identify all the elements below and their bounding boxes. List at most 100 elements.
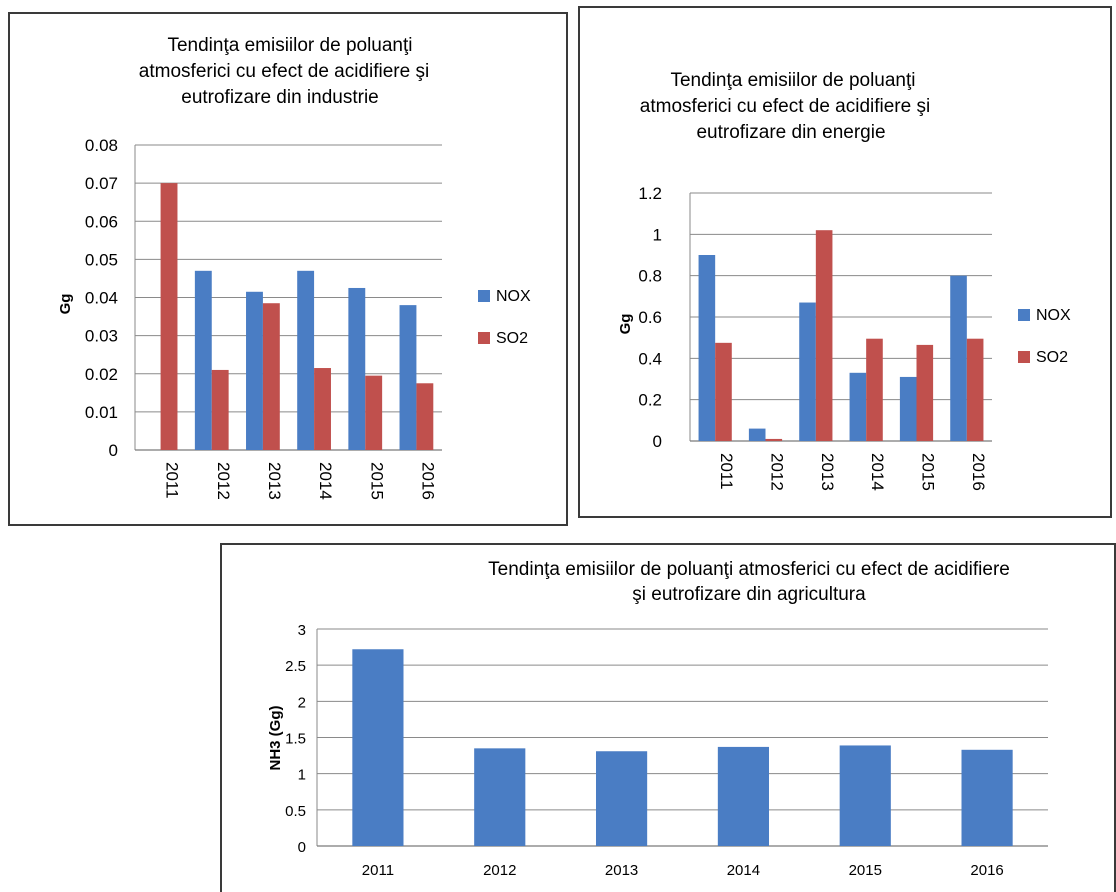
chart-title-line-1: Tendinţa emisiilor de poluanţi <box>670 70 915 91</box>
bar-nox-2011 <box>698 255 716 441</box>
bar-nox-2016 <box>950 275 967 441</box>
chart-title: Tendinţa emisiilor de poluanţi atmosferi… <box>640 70 930 143</box>
y-tick-label: 0 <box>653 432 662 451</box>
plot-area: 0 0.5 1 1.5 2 2.5 3 2011 2012 2013 2014 2015 2016 <box>285 622 1048 879</box>
y-tick-label: 0.5 <box>285 803 306 820</box>
x-tick-label: 2016 <box>418 462 437 500</box>
bar-so2-2013 <box>815 230 833 441</box>
y-tick-label: 3 <box>298 622 306 639</box>
x-tick-label: 2014 <box>727 862 760 879</box>
legend-label-nox: NOX <box>1036 307 1071 324</box>
x-tick-label: 2013 <box>818 453 837 491</box>
bar-nh3-2014 <box>717 746 770 846</box>
bar-so2-2016 <box>416 383 434 450</box>
bar-so2-2016 <box>966 338 984 441</box>
x-tick-label: 2011 <box>717 453 736 490</box>
bar-so2-2013 <box>262 303 280 450</box>
y-axis-label: Gg <box>617 314 634 335</box>
y-tick-label: 2.5 <box>285 658 306 675</box>
legend-swatch-so2 <box>478 332 490 344</box>
y-tick-label: 0.07 <box>85 174 118 193</box>
x-tick-label: 2012 <box>768 453 787 491</box>
bar-nh3-2015 <box>839 745 891 846</box>
chart-energie: Tendinţa emisiilor de poluanţi atmosferi… <box>617 70 1071 491</box>
bar-nox-2014 <box>297 270 315 450</box>
chart-title: Tendinţa emisiilor de poluanţi atmosferi… <box>139 35 429 108</box>
bar-nh3-2013 <box>595 751 648 846</box>
y-tick-label: 1 <box>298 767 306 784</box>
x-tick-label: 2014 <box>868 453 887 491</box>
chart-title-line-2: atmosferici cu efect de acidifiere şi <box>139 61 429 82</box>
chart-title-line-3: eutrofizare din industrie <box>181 87 379 108</box>
bar-nox-2013 <box>799 302 816 441</box>
chart-title-line-2: şi eutrofizare din agricultura <box>632 584 866 605</box>
y-tick-label: 1.5 <box>285 731 306 748</box>
y-tick-label: 1.2 <box>638 184 662 203</box>
bar-nh3-2016 <box>961 749 1013 846</box>
bar-so2-2014 <box>314 368 331 450</box>
legend-swatch-so2 <box>1018 351 1030 363</box>
bar-so2-2012 <box>765 438 783 441</box>
y-axis-label: NH3 (Gg) <box>267 706 284 771</box>
bar-nh3-2012 <box>474 748 526 846</box>
chart-panel-energie: Tendinţa emisiilor de poluanţi atmosferi… <box>578 6 1112 518</box>
bar-nox-2015 <box>348 287 366 450</box>
bar-so2-2014 <box>866 338 883 441</box>
bar-nox-2015 <box>899 376 917 441</box>
y-tick-label: 0.05 <box>85 250 118 269</box>
legend-label-nox: NOX <box>496 288 531 305</box>
bar-so2-2011 <box>715 342 732 441</box>
y-tick-label: 0.04 <box>85 289 118 308</box>
chart-title-line-1: Tendinţa emisiilor de poluanţi atmosferi… <box>488 559 1010 580</box>
bar-nox-2014 <box>849 372 867 441</box>
bar-nox-2013 <box>246 291 263 450</box>
y-tick-label: 0.8 <box>638 267 662 286</box>
y-tick-label: 0.03 <box>85 327 118 346</box>
legend: NOX SO2 <box>1018 307 1071 366</box>
bar-so2-2012 <box>211 369 229 450</box>
chart-title-line-3: eutrofizare din energie <box>696 122 885 143</box>
plot-area: 0 0.01 0.02 0.03 0.04 0.05 0.06 0.07 0.08 2011 201… <box>85 136 442 500</box>
chart-industrie: Tendinţa emisiilor de poluanţi atmosferi… <box>57 35 531 500</box>
y-tick-label: 2 <box>298 694 306 711</box>
chart-agricultura: Tendinţa emisiilor de poluanţi atmosferi… <box>267 559 1048 879</box>
legend-swatch-nox <box>1018 309 1030 321</box>
y-tick-label: 0 <box>109 441 118 460</box>
legend: NOX SO2 <box>478 288 531 347</box>
y-axis-label: Gg <box>57 294 74 315</box>
y-tick-label: 0.06 <box>85 212 118 231</box>
bar-nox-2012 <box>748 428 766 441</box>
bar-nox-2012 <box>194 270 212 450</box>
x-tick-label: 2011 <box>362 862 394 879</box>
y-tick-label: 0.01 <box>85 403 118 422</box>
chart-title-line-2: atmosferici cu efect de acidifiere şi <box>640 96 930 117</box>
x-tick-label: 2012 <box>214 462 233 500</box>
x-tick-label: 2015 <box>919 453 938 491</box>
chart-panel-agricultura: Tendinţa emisiilor de poluanţi atmosferi… <box>220 543 1116 892</box>
y-tick-label: 1 <box>653 225 662 244</box>
y-tick-label: 0 <box>298 839 306 856</box>
y-tick-label: 0.4 <box>638 349 662 368</box>
legend-label-so2: SO2 <box>1036 349 1068 366</box>
x-tick-label: 2013 <box>605 862 638 879</box>
y-tick-label: 0.6 <box>638 308 662 327</box>
bar-so2-2011 <box>160 183 178 450</box>
x-tick-label: 2016 <box>969 453 988 491</box>
bar-so2-2015 <box>365 375 383 450</box>
x-tick-label: 2015 <box>849 862 882 879</box>
y-tick-label: 0.02 <box>85 365 118 384</box>
bar-nox-2016 <box>399 305 417 450</box>
x-tick-label: 2014 <box>316 462 335 500</box>
bar-nh3-2011 <box>352 649 404 846</box>
y-tick-label: 0.2 <box>638 391 662 410</box>
x-tick-label: 2015 <box>367 462 386 500</box>
chart-title: Tendinţa emisiilor de poluanţi atmosferi… <box>488 559 1010 605</box>
x-tick-label: 2013 <box>265 462 284 500</box>
x-tick-label: 2012 <box>483 862 516 879</box>
y-tick-label: 0.08 <box>85 136 118 155</box>
x-tick-label: 2016 <box>970 862 1003 879</box>
legend-label-so2: SO2 <box>496 330 528 347</box>
plot-area: 0 0.2 0.4 0.6 0.8 1 1.2 2011 2012 2013 2014 2015 201… <box>638 184 992 491</box>
legend-swatch-nox <box>478 290 490 302</box>
chart-title-line-1: Tendinţa emisiilor de poluanţi <box>167 35 412 56</box>
